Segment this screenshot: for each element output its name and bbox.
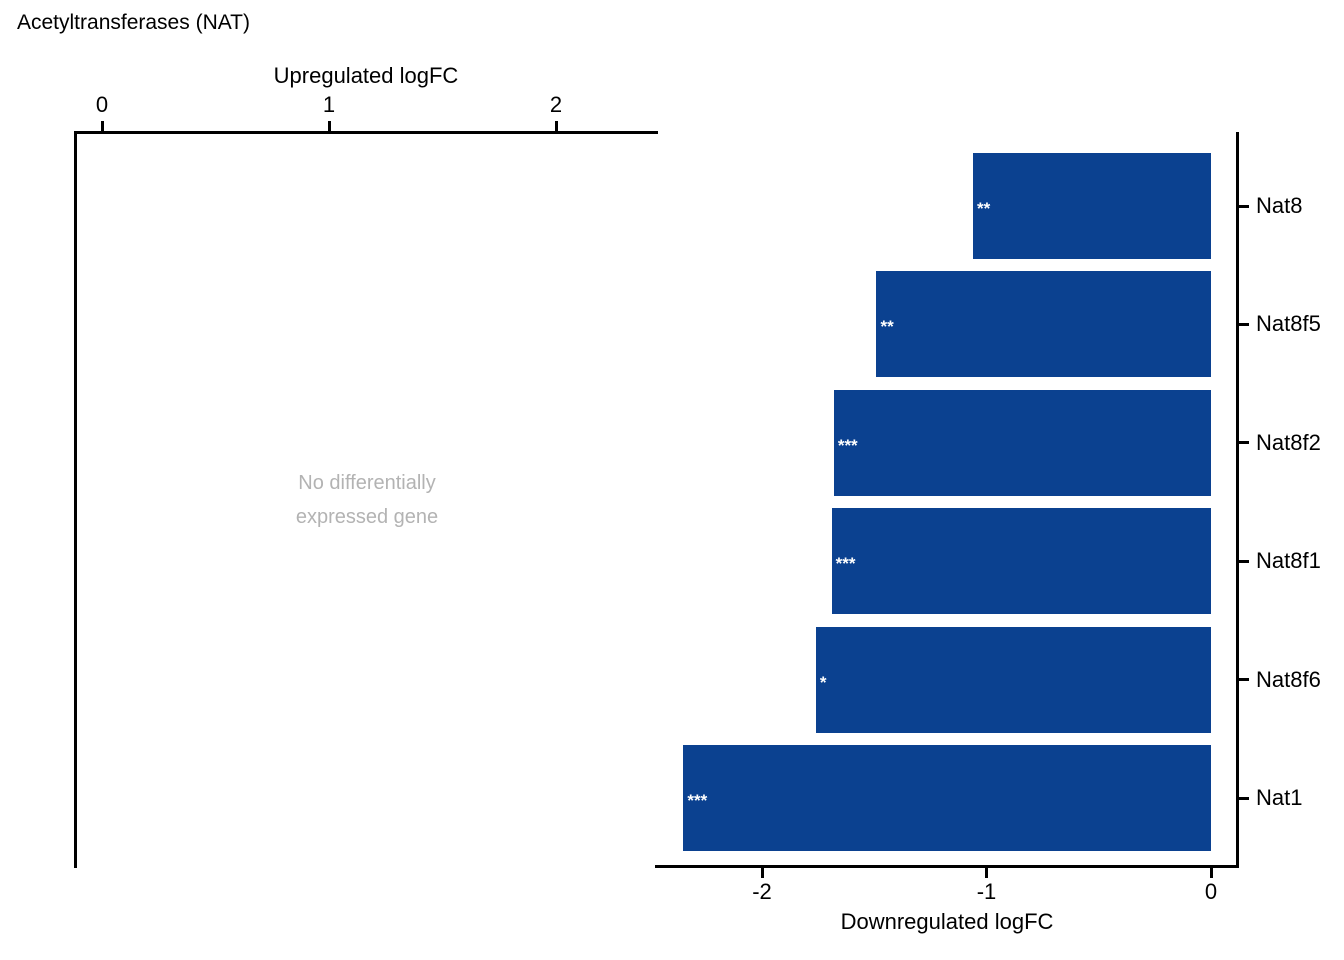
downregulated-axis-title: Downregulated logFC	[840, 909, 1054, 934]
bar-nat8f5	[876, 271, 1211, 378]
left-panel-left-spine	[74, 131, 77, 868]
down-axis-tick--2	[760, 868, 764, 878]
significance-stars-nat8f2: ***	[837, 435, 858, 455]
significance-stars-nat1: ***	[687, 791, 708, 810]
gene-label-nat1: Nat1	[1256, 785, 1303, 810]
bar-nat1	[683, 745, 1211, 851]
gene-tick-nat8f6	[1239, 678, 1249, 682]
down-axis-tick-label--2: -2	[752, 879, 772, 904]
gene-tick-nat8	[1239, 204, 1249, 208]
significance-stars-nat8f5: **	[880, 317, 894, 337]
bar-nat8	[973, 153, 1211, 259]
down-axis-tick--1	[985, 868, 988, 878]
right-panel-bottom-spine	[655, 865, 1239, 868]
gene-tick-nat8f5	[1239, 322, 1249, 326]
bar-nat8f2	[833, 389, 1211, 496]
no-deg-message-line1: No differentially	[298, 472, 436, 494]
down-axis-tick-0	[1209, 868, 1213, 878]
significance-stars-nat8: **	[977, 199, 991, 218]
significance-stars-nat8f1: ***	[835, 554, 856, 574]
right-panel-right-spine	[1236, 132, 1239, 868]
no-deg-message: No differentially expressed gene	[167, 466, 567, 534]
gene-tick-nat8f1	[1239, 559, 1249, 563]
down-axis-tick-label-0: 0	[1204, 879, 1218, 904]
gene-tick-nat1	[1239, 796, 1249, 800]
up-axis-tick-label-2: 2	[549, 92, 563, 117]
gene-label-nat8f5: Nat8f5	[1256, 311, 1321, 337]
gene-label-nat8f6: Nat8f6	[1256, 666, 1321, 692]
upregulated-axis-title: Upregulated logFC	[273, 63, 459, 88]
bar-nat8f6	[815, 626, 1211, 733]
gene-label-nat8: Nat8	[1256, 193, 1303, 218]
up-axis-tick-0	[100, 121, 104, 131]
figure-title: Acetyltransferases (NAT)	[17, 11, 250, 34]
up-axis-tick-label-0: 0	[95, 92, 109, 117]
up-axis-tick-2	[554, 121, 558, 131]
significance-stars-nat8f6: *	[819, 672, 827, 692]
up-axis-tick-1	[327, 121, 331, 131]
left-panel-top-spine	[74, 131, 658, 134]
no-deg-message-line2: expressed gene	[295, 506, 439, 528]
down-axis-tick-label--1: -1	[976, 879, 997, 904]
up-axis-tick-label-1: 1	[322, 92, 336, 117]
gene-tick-nat8f2	[1239, 441, 1249, 445]
gene-label-nat8f2: Nat8f2	[1256, 429, 1321, 455]
bar-nat8f1	[831, 508, 1211, 615]
gene-label-nat8f1: Nat8f1	[1256, 548, 1321, 574]
